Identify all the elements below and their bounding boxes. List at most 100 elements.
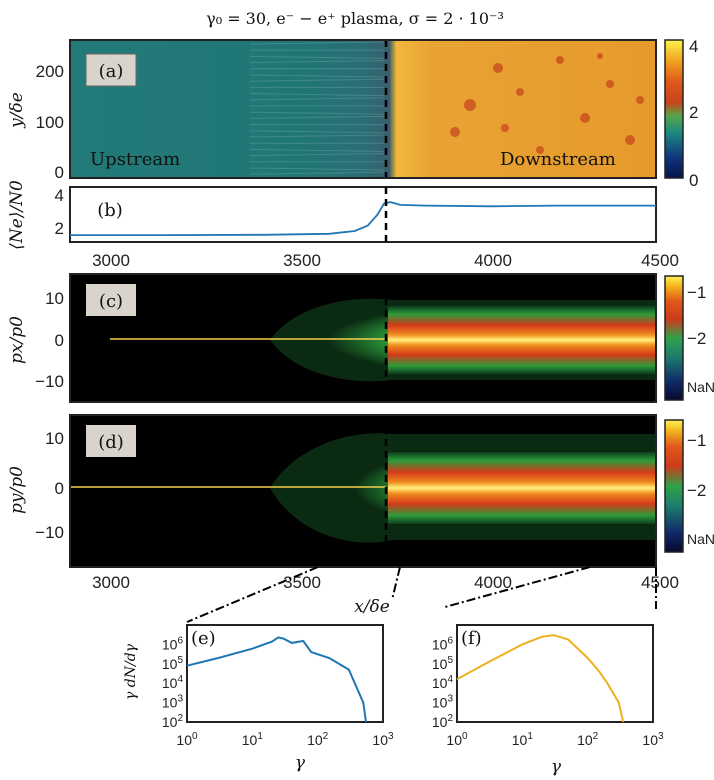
downstream-spot	[493, 63, 503, 73]
upstream-ripple	[249, 74, 385, 78]
panel-e: (e) 106 105 104 103 102 100 101 102 103 γ γ dN/…	[123, 624, 394, 773]
panel-d-frame	[69, 414, 657, 568]
xtick-4500-top: 4500	[641, 251, 679, 270]
panel-a-label-box	[85, 53, 137, 87]
panel-a-label: (a)	[99, 61, 124, 82]
panel-b-ytick-2: 2	[55, 219, 64, 238]
panel-a-ytick-100: 100	[36, 113, 64, 132]
downstream-spot	[464, 99, 476, 111]
upstream-ripple	[249, 55, 385, 59]
x-axis-label: x/δe	[354, 597, 390, 617]
panel-b: (b) 4 2 ⟨Ne⟩/N0	[7, 180, 657, 250]
connector-e-right	[391, 566, 401, 601]
xtick-4500-bottom: 4500	[641, 573, 679, 592]
panel-b-ylabel: ⟨Ne⟩/N0	[7, 180, 27, 250]
downstream-spot	[556, 56, 564, 64]
upstream-ripple	[249, 115, 385, 119]
upstream-ripple	[249, 167, 385, 171]
panel-d-downstream-beam	[388, 452, 656, 524]
xtick-3000-bottom: 3000	[92, 573, 130, 592]
upstream-ripple	[249, 93, 385, 97]
downstream-spot	[516, 88, 524, 96]
panel-d: (d) 10 0 −10 py/p0 −1 −2 NaN	[7, 414, 714, 568]
ytick-log-10e5: 105	[432, 655, 454, 672]
ytick-log-10e4: 104	[162, 674, 184, 691]
xtick-log-10e2: 102	[577, 731, 599, 748]
panel-b-label: (b)	[97, 200, 123, 221]
ytick-log-10e5: 105	[162, 655, 184, 672]
downstream-spot	[536, 146, 544, 154]
xtick-4000-bottom: 4000	[474, 573, 512, 592]
panel-a-cbar-tick-4: 4	[689, 37, 698, 56]
panel-d-cbar-tick-m2: −2	[687, 481, 706, 500]
xtick-log-10e0: 100	[176, 731, 198, 748]
panel-f-frame	[456, 624, 654, 723]
panel-c-cbar-tick-m1: −1	[687, 283, 706, 302]
ytick-log-10e6: 106	[162, 635, 184, 652]
panel-c-ytick-10: 10	[45, 289, 64, 308]
panel-d-label: (d)	[98, 432, 124, 453]
ytick-log-10e3: 103	[162, 694, 184, 711]
panel-c-label-box	[86, 284, 136, 316]
panel-e-spectrum-line	[186, 636, 367, 723]
downstream-spot	[636, 96, 644, 104]
downstream-label: Downstream	[500, 149, 616, 170]
panel-b-density-line	[70, 201, 656, 236]
upstream-ripple	[249, 153, 385, 157]
panel-d-cbar-tick-m1: −1	[687, 431, 706, 450]
panel-d-ytick-10: 10	[45, 429, 64, 448]
upstream-label: Upstream	[90, 149, 180, 170]
upstream-ripple	[249, 78, 385, 82]
panel-b-ytick-4: 4	[55, 186, 64, 205]
upstream-ripple	[249, 130, 385, 134]
ytick-log-10e3: 103	[432, 694, 454, 711]
ytick-log-10e6: 106	[432, 635, 454, 652]
xtick-log-10e2: 102	[307, 731, 329, 748]
x-ticks-top: 3000 3500 4000 4500	[92, 251, 679, 270]
ytick-log-10e4: 104	[432, 674, 454, 691]
panel-c-frame	[69, 273, 657, 403]
zoom-connectors	[186, 566, 657, 623]
xtick-log-10e1: 101	[512, 731, 534, 748]
upstream-ripple	[249, 148, 385, 152]
downstream-spot	[450, 127, 460, 137]
panel-e-xlabel: γ	[295, 753, 306, 773]
upstream-ripple	[249, 97, 385, 101]
panel-b-label-box	[84, 194, 136, 224]
upstream-ripple	[249, 60, 385, 64]
panel-d-ylabel: py/p0	[7, 466, 27, 514]
panel-c-cbar-tick-m2: −2	[687, 329, 706, 348]
xtick-log-10e3: 103	[642, 731, 664, 748]
panel-a-cbar-tick-2: 2	[689, 103, 698, 122]
connector-e-left	[186, 566, 319, 623]
panel-d-ytick-0: 0	[55, 479, 64, 498]
panel-a-colorbar	[664, 39, 684, 179]
panel-f-label: (f)	[461, 628, 482, 649]
panel-f-spectrum-line	[456, 634, 625, 723]
panel-c-ylabel: px/p0	[7, 316, 27, 364]
panel-a-ylabel: y/δe	[7, 92, 27, 129]
panel-e-label: (e)	[191, 628, 216, 649]
downstream-spot	[625, 135, 635, 145]
xtick-log-10e1: 101	[242, 731, 264, 748]
downstream-spot	[597, 53, 603, 59]
upstream-ripple	[249, 111, 385, 115]
panel-c-ytick-m10: −10	[35, 372, 64, 391]
panel-c-colorbar	[664, 275, 684, 401]
xtick-4000-top: 4000	[474, 251, 512, 270]
panel-c-label: (c)	[99, 291, 123, 312]
panel-f: (f) 106 105 104 103 102 100 101 102 103 γ	[432, 624, 664, 777]
panel-b-frame	[69, 186, 657, 243]
panel-d-colorbar	[664, 419, 684, 553]
xtick-3500-top: 3500	[283, 251, 321, 270]
upstream-ripple	[249, 171, 385, 175]
panel-c-cbar-tick-nan: NaN	[687, 379, 714, 395]
panel-d-label-box	[86, 425, 136, 457]
panel-a-ytick-0: 0	[55, 163, 64, 182]
xtick-3500-bottom: 3500	[283, 573, 321, 592]
downstream-spot	[580, 113, 590, 123]
downstream-spot	[606, 80, 614, 88]
ytick-log-10e2: 102	[162, 713, 184, 730]
panel-d-cbar-tick-nan: NaN	[687, 531, 714, 547]
